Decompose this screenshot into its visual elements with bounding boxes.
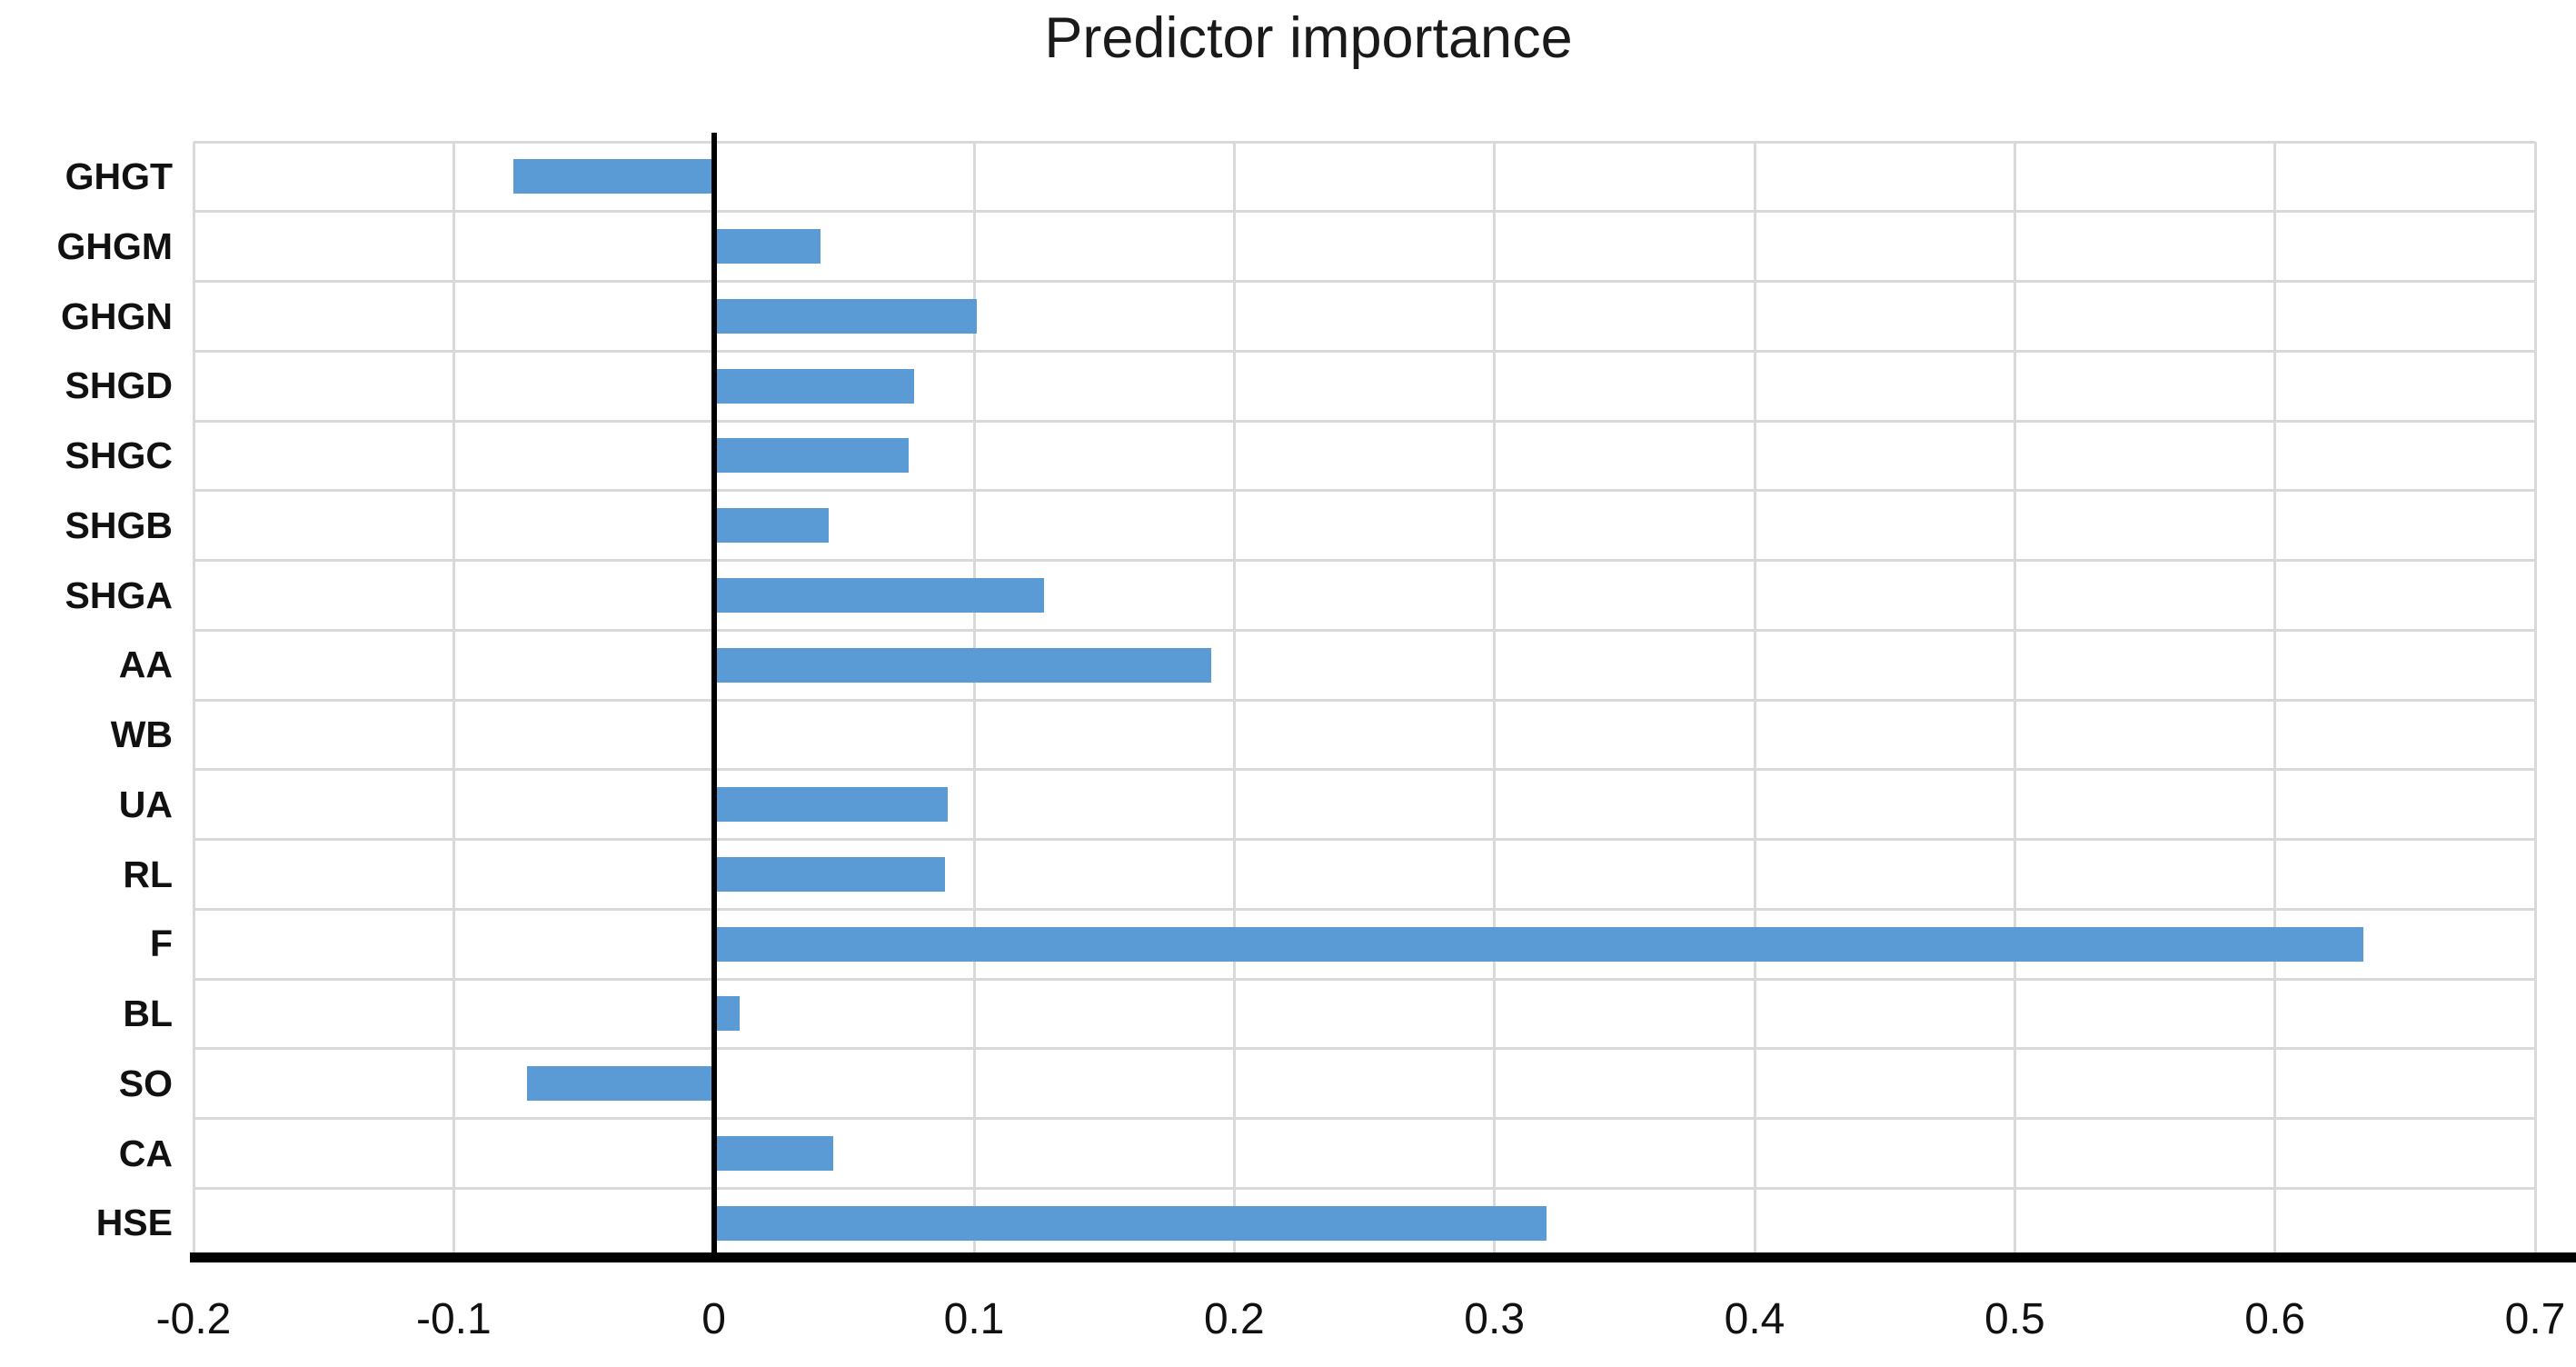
- bar-shgb: [713, 508, 829, 544]
- bar-aa: [713, 647, 1211, 683]
- category-label-ghgn: GHGN: [61, 294, 173, 337]
- category-label-bl: BL: [123, 993, 173, 1034]
- bar-ca: [713, 1135, 834, 1171]
- category-label-shgc: SHGC: [65, 434, 173, 476]
- zero-axis-line: [711, 133, 717, 1258]
- category-label-ghgm: GHGM: [56, 225, 173, 267]
- x-tick-label: 0.1: [943, 1295, 1005, 1343]
- bar-ghgt: [513, 159, 714, 195]
- horizontal-gridline: [194, 768, 2535, 772]
- x-tick-label: 0.5: [1984, 1295, 2045, 1343]
- horizontal-gridline: [194, 489, 2535, 493]
- bar-ua: [713, 787, 949, 823]
- category-label-ua: UA: [118, 783, 173, 825]
- bar-shgd: [713, 368, 915, 404]
- horizontal-gridline: [194, 280, 2535, 283]
- horizontal-gridline: [194, 628, 2535, 632]
- bar-f: [713, 926, 2363, 962]
- bar-so: [526, 1066, 714, 1102]
- category-label-wb: WB: [110, 713, 173, 755]
- horizontal-gridline: [194, 1047, 2535, 1051]
- bar-shga: [713, 577, 1045, 613]
- category-label-rl: RL: [123, 853, 173, 895]
- category-label-ca: CA: [118, 1132, 173, 1174]
- horizontal-gridline: [194, 559, 2535, 562]
- x-tick-label: 0.4: [1724, 1295, 1785, 1343]
- horizontal-gridline: [194, 838, 2535, 841]
- category-label-so: SO: [118, 1062, 173, 1104]
- bar-ghgm: [713, 229, 821, 264]
- horizontal-gridline: [194, 907, 2535, 911]
- bar-shgc: [713, 438, 910, 474]
- x-tick-label: -0.1: [415, 1295, 492, 1343]
- category-label-f: F: [149, 923, 173, 965]
- horizontal-gridline: [194, 349, 2535, 353]
- horizontal-gridline: [194, 210, 2535, 214]
- horizontal-gridline: [194, 698, 2535, 702]
- x-tick-label: -0.2: [155, 1295, 232, 1343]
- bar-hse: [713, 1205, 1547, 1241]
- horizontal-gridline: [194, 1186, 2535, 1190]
- category-label-shga: SHGA: [65, 574, 173, 616]
- x-tick-label: 0.7: [2504, 1295, 2566, 1343]
- category-label-shgd: SHGD: [65, 364, 173, 407]
- bar-bl: [713, 996, 741, 1032]
- horizontal-gridline: [194, 977, 2535, 981]
- x-tick-label: 0.2: [1203, 1295, 1265, 1343]
- x-tick-label: 0.6: [2244, 1295, 2306, 1343]
- horizontal-gridline: [194, 140, 2535, 144]
- horizontal-gridline: [194, 419, 2535, 423]
- x-tick-label: 0.3: [1464, 1295, 1526, 1343]
- category-label-aa: AA: [118, 644, 173, 686]
- x-axis-line: [190, 1252, 2576, 1262]
- bar-ghgn: [713, 298, 977, 334]
- bar-rl: [713, 856, 946, 892]
- category-label-ghgt: GHGT: [65, 155, 173, 197]
- category-label-shgb: SHGB: [65, 504, 173, 546]
- category-label-hse: HSE: [95, 1202, 173, 1244]
- vertical-gridline: [2533, 142, 2537, 1258]
- chart-title: Predictor importance: [1044, 6, 1573, 70]
- horizontal-gridline: [194, 1117, 2535, 1120]
- x-tick-label: 0: [701, 1295, 726, 1343]
